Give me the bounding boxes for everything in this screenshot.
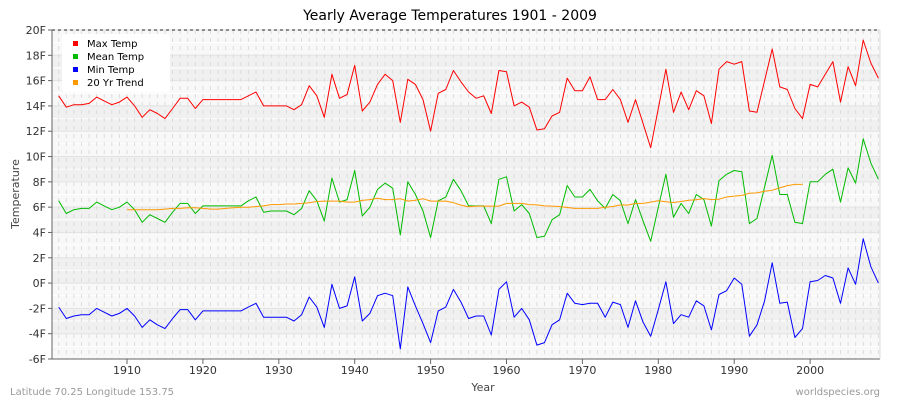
y-tick-label: 18F xyxy=(26,49,46,62)
legend-box xyxy=(62,34,170,92)
series-line-mean-temp xyxy=(58,138,879,242)
y-tick-label: -6F xyxy=(29,353,46,366)
footer-location: Latitude 70.25 Longitude 153.75 xyxy=(10,387,174,398)
x-tick-label: 1940 xyxy=(341,364,369,377)
x-tick-label: 1930 xyxy=(265,364,293,377)
x-tick-label: 1960 xyxy=(493,364,521,377)
y-tick-label: 2F xyxy=(33,252,46,265)
legend-swatch xyxy=(73,67,78,72)
legend-label: Mean Temp xyxy=(87,52,144,63)
x-axis-label: Year xyxy=(470,381,495,394)
y-tick-label: 8F xyxy=(33,176,46,189)
legend-swatch xyxy=(73,41,78,46)
y-tick-label: 20F xyxy=(26,24,46,37)
x-tick-label: 1970 xyxy=(568,364,596,377)
y-tick-label: 10F xyxy=(26,151,46,164)
legend: Max Temp Mean Temp Min Temp 20 Yr Trend xyxy=(62,34,170,92)
y-tick-label: 4F xyxy=(33,226,46,239)
plot-background xyxy=(52,30,880,359)
y-tick-label: 12F xyxy=(26,125,46,138)
y-tick-label: 16F xyxy=(26,75,46,88)
legend-label: Min Temp xyxy=(87,65,135,76)
footer-source: worldspecies.org xyxy=(796,387,880,398)
x-tick-label: 1990 xyxy=(720,364,748,377)
series-line-min-temp xyxy=(58,238,879,350)
y-tick-label: 6F xyxy=(33,201,46,214)
legend-label: Max Temp xyxy=(87,39,138,50)
legend-label: 20 Yr Trend xyxy=(87,78,144,89)
x-tick-label: 1980 xyxy=(644,364,672,377)
x-tick-label: 1920 xyxy=(189,364,217,377)
series-line-max-temp xyxy=(58,39,879,149)
series-lines xyxy=(58,39,879,350)
chart-title: Yearly Average Temperatures 1901 - 2009 xyxy=(302,8,597,24)
legend-swatch xyxy=(73,80,78,85)
axes: -6F -4F -2F 0F 2F 4F 6F 8F 10F 12F 14F 16F 18F 20F 191… xyxy=(26,24,881,377)
y-tick-label: 0F xyxy=(33,277,46,290)
y-tick-label: 14F xyxy=(26,100,46,113)
x-tick-label: 2000 xyxy=(796,364,824,377)
y-tick-label: -2F xyxy=(29,302,46,315)
series-line-20-yr-trend xyxy=(127,183,803,211)
y-axis-label: Temperature xyxy=(9,159,22,230)
y-tick-label: -4F xyxy=(29,328,46,341)
legend-swatch xyxy=(73,54,78,59)
x-tick-label: 1910 xyxy=(113,364,141,377)
x-tick-label: 1950 xyxy=(417,364,445,377)
